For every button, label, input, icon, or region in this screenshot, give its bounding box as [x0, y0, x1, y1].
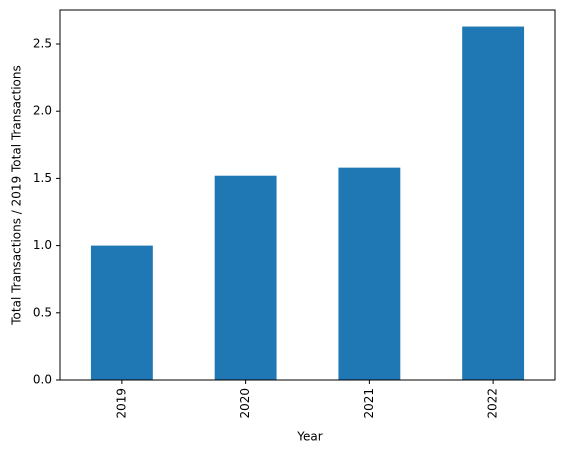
- bar: [90, 245, 153, 380]
- bar: [338, 167, 401, 380]
- x-axis-label: Year: [296, 430, 322, 444]
- y-tick-label: 1.0: [33, 238, 52, 252]
- plot-frame: [59, 9, 556, 381]
- x-tick-label: 2021: [362, 388, 376, 419]
- x-tick-label: 2020: [238, 388, 252, 419]
- x-tick-label: 2022: [486, 388, 500, 419]
- y-tick-label: 1.5: [33, 171, 52, 185]
- y-tick-label: 0.0: [33, 373, 52, 387]
- y-tick-label: 2.5: [33, 37, 52, 51]
- y-tick-label: 0.5: [33, 305, 52, 319]
- bar: [462, 26, 525, 380]
- bar: [214, 175, 277, 380]
- x-tick-label: 2019: [114, 388, 128, 419]
- y-axis-label: Total Transactions / 2019 Total Transact…: [10, 65, 24, 326]
- y-tick-label: 2.0: [33, 104, 52, 118]
